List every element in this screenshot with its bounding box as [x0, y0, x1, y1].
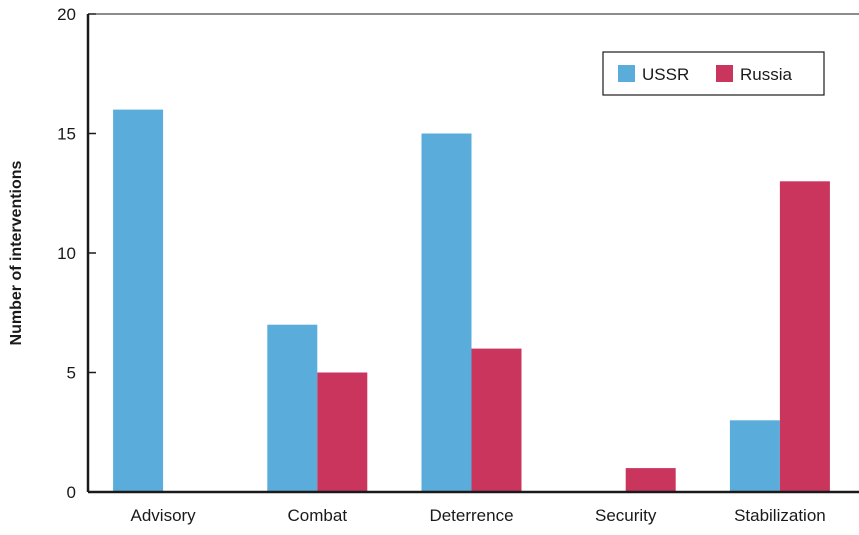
x-tick-label: Deterrence [429, 506, 513, 525]
bar-russia-deterrence [471, 348, 522, 492]
x-tick-label: Combat [288, 506, 348, 525]
legend-label-russia: Russia [740, 65, 793, 84]
legend: USSR Russia [602, 51, 825, 96]
bar-russia-combat [317, 372, 368, 492]
x-tick-label: Stabilization [734, 506, 826, 525]
plot-area: 0 5 10 15 20 Advisory Combat Deterrence Security… [57, 5, 859, 525]
legend-label-ussr: USSR [642, 65, 689, 84]
legend-swatch-russia [716, 65, 733, 82]
legend-box [602, 51, 825, 96]
y-tick-label: 5 [67, 364, 76, 383]
bar-ussr-advisory [113, 109, 164, 492]
y-tick-label: 10 [57, 244, 76, 263]
y-tick-label: 0 [67, 483, 76, 502]
bar-ussr-stabilization [729, 420, 780, 492]
bar-ussr-combat [267, 324, 318, 492]
x-tick-label: Security [595, 506, 657, 525]
bar-ussr-deterrence [421, 133, 472, 492]
y-tick-label: 20 [57, 5, 76, 24]
y-tick-label: 15 [57, 125, 76, 144]
bar-russia-stabilization [779, 181, 830, 493]
bar-russia-security [625, 468, 676, 492]
y-axis-title: Number of interventions [8, 160, 25, 345]
legend-swatch-ussr [618, 65, 635, 82]
x-tick-label: Advisory [131, 506, 197, 525]
